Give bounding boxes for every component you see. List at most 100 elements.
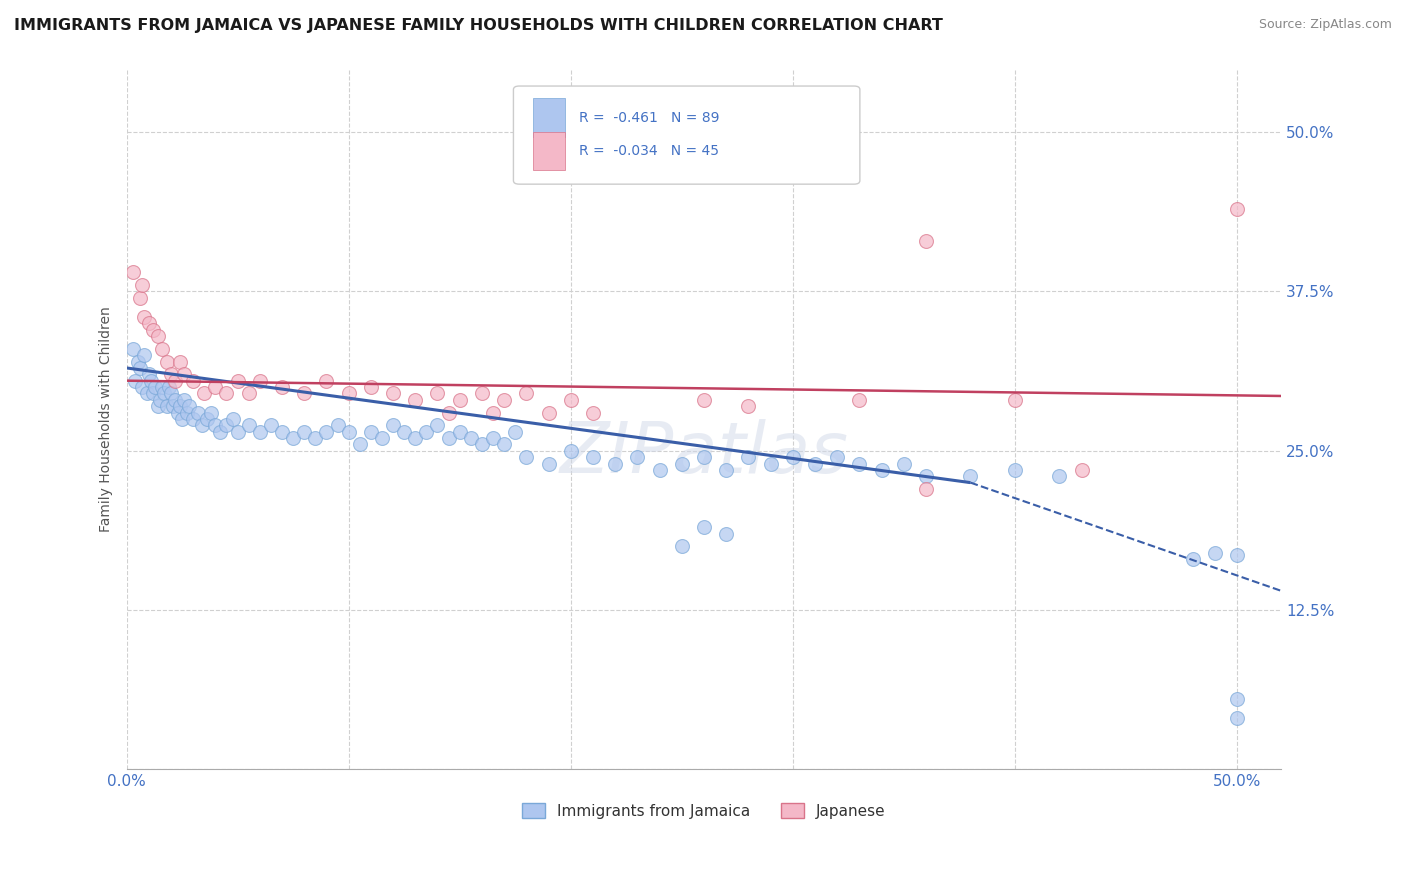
Point bbox=[155, 354, 177, 368]
Point bbox=[127, 354, 149, 368]
Point bbox=[782, 450, 804, 464]
Point bbox=[482, 405, 505, 419]
Point bbox=[281, 431, 304, 445]
Point bbox=[1226, 548, 1249, 562]
Point bbox=[626, 450, 648, 464]
Point bbox=[915, 482, 938, 496]
Point bbox=[170, 412, 193, 426]
Point bbox=[671, 539, 693, 553]
Point bbox=[145, 380, 167, 394]
Point bbox=[482, 431, 505, 445]
Point bbox=[191, 418, 214, 433]
Point bbox=[494, 392, 516, 407]
Point bbox=[848, 457, 870, 471]
Point bbox=[515, 386, 537, 401]
Text: ZIPatlas: ZIPatlas bbox=[560, 419, 848, 489]
Point bbox=[134, 348, 156, 362]
Point bbox=[128, 291, 150, 305]
Point bbox=[915, 234, 938, 248]
Point bbox=[204, 380, 226, 394]
Point bbox=[124, 374, 146, 388]
Point bbox=[200, 405, 222, 419]
Point bbox=[1047, 469, 1070, 483]
Point bbox=[226, 425, 249, 439]
Point bbox=[304, 431, 326, 445]
Point bbox=[215, 418, 238, 433]
Point bbox=[150, 380, 173, 394]
Point bbox=[166, 405, 188, 419]
Point bbox=[870, 463, 893, 477]
Point bbox=[737, 399, 759, 413]
Point bbox=[437, 405, 460, 419]
Point bbox=[404, 392, 426, 407]
Point bbox=[208, 425, 231, 439]
Point bbox=[848, 392, 870, 407]
Point bbox=[195, 412, 218, 426]
Point bbox=[893, 457, 915, 471]
Bar bbox=[533, 98, 565, 136]
Point bbox=[959, 469, 981, 483]
Point bbox=[825, 450, 848, 464]
Point bbox=[150, 342, 173, 356]
Point bbox=[648, 463, 671, 477]
Point bbox=[222, 412, 245, 426]
Point bbox=[371, 431, 394, 445]
Point bbox=[292, 386, 315, 401]
Point bbox=[142, 323, 165, 337]
Text: R =  -0.461   N = 89: R = -0.461 N = 89 bbox=[579, 111, 720, 125]
Point bbox=[1181, 552, 1204, 566]
Bar bbox=[533, 132, 565, 170]
Point bbox=[759, 457, 782, 471]
Point bbox=[671, 457, 693, 471]
Point bbox=[460, 431, 482, 445]
Point bbox=[173, 392, 195, 407]
Point bbox=[503, 425, 526, 439]
Point bbox=[226, 374, 249, 388]
Point bbox=[337, 425, 360, 439]
Point bbox=[560, 392, 582, 407]
Point bbox=[139, 374, 162, 388]
Point bbox=[131, 380, 153, 394]
Point bbox=[315, 374, 337, 388]
Point bbox=[560, 443, 582, 458]
Point bbox=[181, 412, 204, 426]
Point bbox=[1004, 463, 1026, 477]
Point bbox=[382, 418, 405, 433]
Point bbox=[693, 450, 716, 464]
Point bbox=[693, 520, 716, 534]
Point bbox=[471, 386, 494, 401]
Point bbox=[176, 405, 198, 419]
Point bbox=[122, 265, 145, 279]
Point bbox=[271, 425, 294, 439]
Point bbox=[249, 374, 271, 388]
Point bbox=[260, 418, 283, 433]
Point bbox=[714, 526, 737, 541]
Point bbox=[415, 425, 437, 439]
Point bbox=[1004, 392, 1026, 407]
Text: R =  -0.034   N = 45: R = -0.034 N = 45 bbox=[579, 145, 720, 158]
Point bbox=[204, 418, 226, 433]
Point bbox=[160, 368, 183, 382]
Point bbox=[1226, 202, 1249, 216]
Point bbox=[138, 317, 160, 331]
Point bbox=[714, 463, 737, 477]
Point bbox=[1226, 692, 1249, 706]
Point bbox=[146, 329, 169, 343]
Point bbox=[737, 450, 759, 464]
Point bbox=[804, 457, 827, 471]
Point bbox=[1226, 711, 1249, 725]
Point bbox=[155, 399, 177, 413]
Point bbox=[404, 431, 426, 445]
Point bbox=[146, 399, 169, 413]
Point bbox=[449, 425, 471, 439]
Point bbox=[326, 418, 349, 433]
Point bbox=[165, 392, 187, 407]
Point bbox=[157, 380, 180, 394]
Point bbox=[449, 392, 471, 407]
Point bbox=[169, 354, 191, 368]
Point bbox=[193, 386, 215, 401]
Point bbox=[215, 386, 238, 401]
Point bbox=[153, 386, 176, 401]
Point bbox=[315, 425, 337, 439]
Point bbox=[173, 368, 195, 382]
